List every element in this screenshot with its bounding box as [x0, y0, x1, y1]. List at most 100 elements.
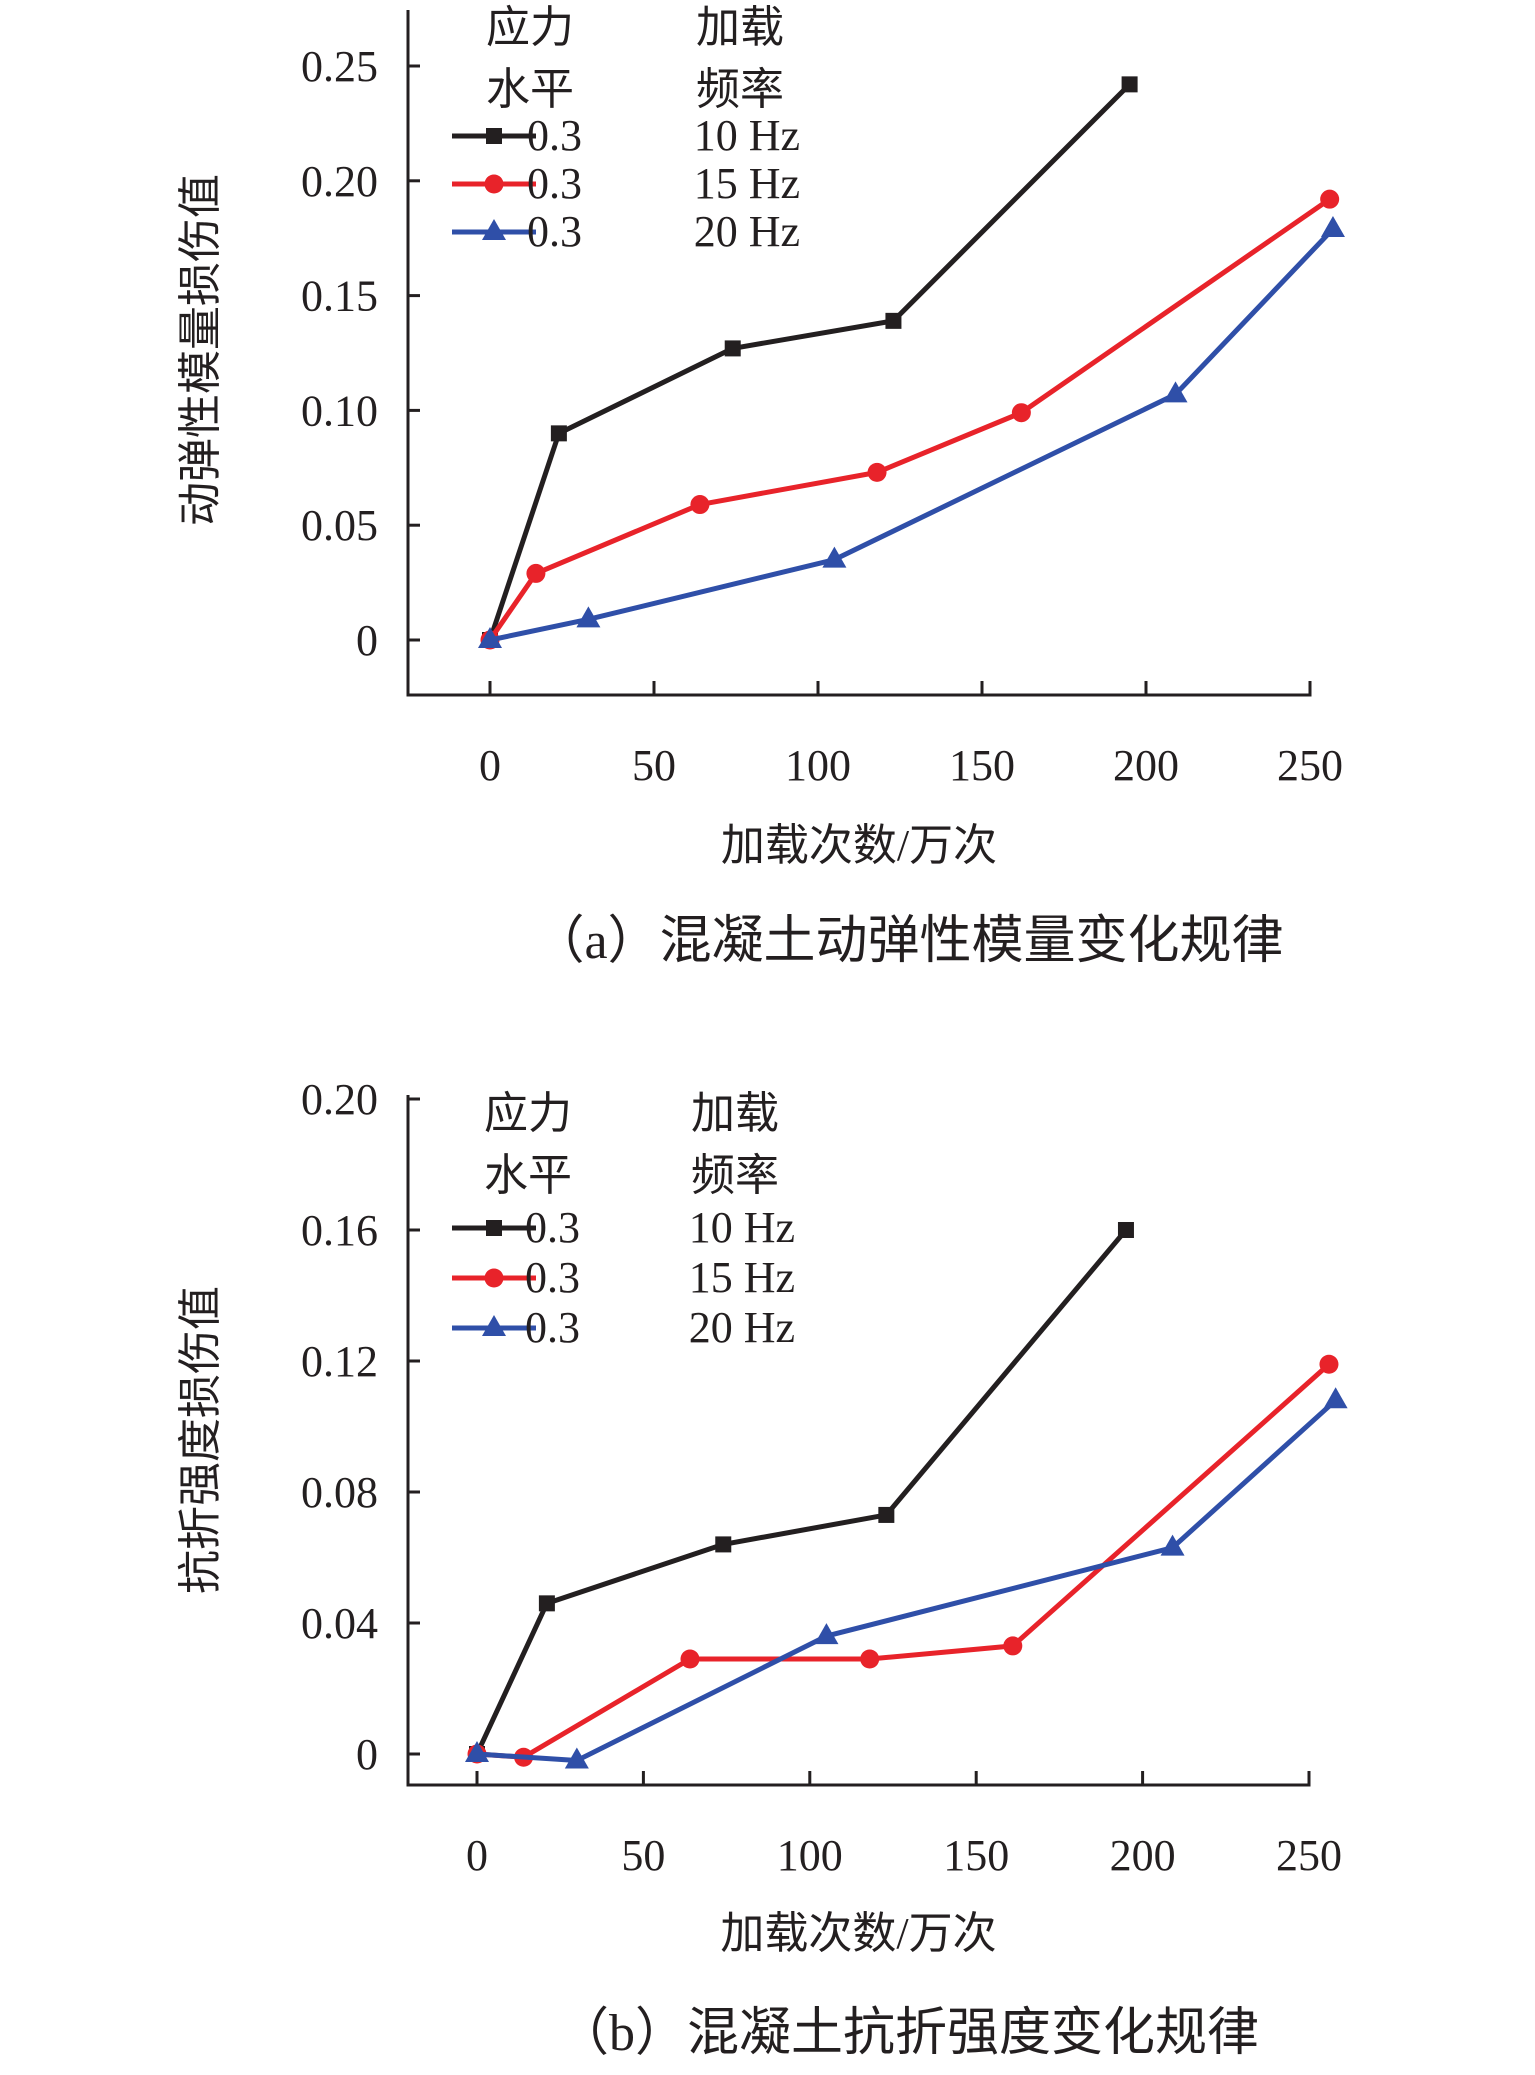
legend-swatch-triangle — [482, 219, 506, 240]
legend-swatch-triangle — [482, 1315, 506, 1336]
x-tick-label: 100 — [785, 741, 851, 790]
data-point-circle — [526, 563, 546, 583]
data-point-circle — [680, 1649, 700, 1669]
x-tick-label: 0 — [479, 741, 501, 790]
y-tick-label: 0.04 — [301, 1599, 378, 1648]
legend-frequency-value: 10 Hz — [689, 1203, 795, 1252]
x-tick-label: 50 — [632, 741, 676, 790]
y-tick-label: 0.20 — [301, 157, 378, 206]
data-point-square — [878, 1506, 895, 1523]
legend-header-frequency-line2: 频率 — [691, 1151, 779, 1200]
data-point-square — [885, 312, 902, 329]
legend-frequency-value: 15 Hz — [689, 1253, 795, 1302]
y-tick-label: 0.12 — [301, 1337, 378, 1386]
data-point-square — [724, 340, 741, 357]
series-line — [487, 197, 1332, 642]
y-tick-label: 0.25 — [301, 42, 378, 91]
y-tick-label: 0.16 — [301, 1206, 378, 1255]
data-point-square — [1117, 1222, 1134, 1238]
data-point-circle — [1319, 1354, 1339, 1374]
x-tick-label: 0 — [466, 1831, 488, 1880]
data-point-circle — [1011, 403, 1031, 423]
figure-caption: （a）混凝土动弹性模量变化规律 — [532, 913, 1283, 970]
legend-frequency-value: 15 Hz — [694, 159, 800, 208]
y-tick-label: 0 — [356, 616, 378, 665]
legend-swatch-square — [486, 128, 502, 144]
y-tick-label: 0.20 — [301, 1075, 378, 1124]
data-point-triangle — [1323, 1387, 1348, 1409]
legend-stress-value: 0.3 — [525, 1203, 580, 1252]
data-point-square — [1121, 76, 1138, 93]
data-point-circle — [1003, 1636, 1023, 1656]
legend-swatch-square — [486, 1220, 502, 1236]
x-axis-title: 加载次数/万次 — [721, 821, 997, 870]
legend-header-stress-line2: 水平 — [486, 65, 574, 114]
legend-item: 0.3 20 Hz — [452, 1303, 795, 1352]
x-tick-label: 200 — [1110, 1831, 1176, 1880]
legend-stress-value: 0.3 — [525, 1303, 580, 1352]
data-point-triangle — [822, 546, 847, 568]
chart-panel-b: 0 0.04 0.08 0.12 0.16 0.20 0 50 100 150 200 250 加载次数… — [176, 1075, 1348, 2062]
legend-stress-value: 0.3 — [527, 159, 582, 208]
legend-item: 0.3 15 Hz — [452, 1253, 795, 1302]
data-point-circle — [867, 462, 887, 482]
series-line — [489, 227, 1335, 643]
data-point-triangle — [1163, 381, 1188, 403]
legend-item: 0.3 15 Hz — [452, 159, 800, 208]
data-point-triangle — [1160, 1534, 1185, 1556]
data-point-triangle — [564, 1747, 589, 1769]
series-line — [487, 82, 1132, 641]
data-point-square — [715, 1536, 732, 1553]
data-point-square — [538, 1595, 555, 1612]
x-axis-title: 加载次数/万次 — [720, 1909, 996, 1958]
legend-header-frequency-line1: 加载 — [696, 3, 784, 52]
series-20hz — [478, 216, 1345, 648]
legend-frequency-value: 10 Hz — [694, 111, 800, 160]
y-axis-title: 动弹性模量损伤值 — [176, 174, 225, 526]
series-15hz — [467, 1354, 1339, 1767]
legend-header-frequency-line2: 频率 — [696, 65, 784, 114]
legend-header-stress-line2: 水平 — [484, 1151, 572, 1200]
data-point-circle — [690, 495, 710, 515]
data-point-triangle — [1320, 216, 1345, 238]
y-axis-title: 抗折强度损伤值 — [176, 1286, 225, 1594]
x-tick-label: 200 — [1113, 741, 1179, 790]
data-point-circle — [860, 1649, 880, 1669]
legend-header-stress-line1: 应力 — [486, 3, 574, 52]
legend-stress-value: 0.3 — [525, 1253, 580, 1302]
series-line — [476, 1362, 1331, 1760]
legend-header-stress-line1: 应力 — [484, 1089, 572, 1138]
chart-panel-a: 0 0.05 0.10 0.15 0.20 0.25 0 50 100 150 200 250 加载次数… — [176, 3, 1345, 970]
legend-stress-value: 0.3 — [527, 111, 582, 160]
data-point-square — [550, 425, 567, 442]
legend-item: 0.3 20 Hz — [452, 207, 800, 256]
legend-swatch-circle — [484, 1268, 504, 1288]
legend-frequency-value: 20 Hz — [689, 1303, 795, 1352]
y-tick-label: 0.05 — [301, 501, 378, 550]
legend-item: 0.3 10 Hz — [452, 111, 800, 160]
figure-caption: （b）混凝土抗折强度变化规律 — [557, 2005, 1259, 2062]
series-20hz — [465, 1387, 1348, 1769]
y-tick-label: 0 — [356, 1730, 378, 1779]
x-tick-label: 150 — [949, 741, 1015, 790]
data-point-triangle — [576, 606, 601, 628]
data-point-triangle — [465, 1741, 489, 1762]
data-point-triangle — [814, 1623, 839, 1645]
legend-frequency-value: 20 Hz — [694, 207, 800, 256]
y-tick-label: 0.08 — [301, 1468, 378, 1517]
x-tick-label: 250 — [1276, 1831, 1342, 1880]
x-tick-label: 100 — [777, 1831, 843, 1880]
legend-stress-value: 0.3 — [527, 207, 582, 256]
data-point-triangle — [478, 627, 502, 648]
data-point-circle — [1320, 189, 1340, 209]
y-tick-label: 0.10 — [301, 386, 378, 435]
legend-item: 0.3 10 Hz — [452, 1203, 795, 1252]
legend-header-frequency-line1: 加载 — [691, 1089, 779, 1138]
x-tick-label: 250 — [1277, 741, 1343, 790]
legend-swatch-circle — [484, 174, 504, 194]
y-tick-label: 0.15 — [301, 272, 378, 321]
x-tick-label: 150 — [943, 1831, 1009, 1880]
